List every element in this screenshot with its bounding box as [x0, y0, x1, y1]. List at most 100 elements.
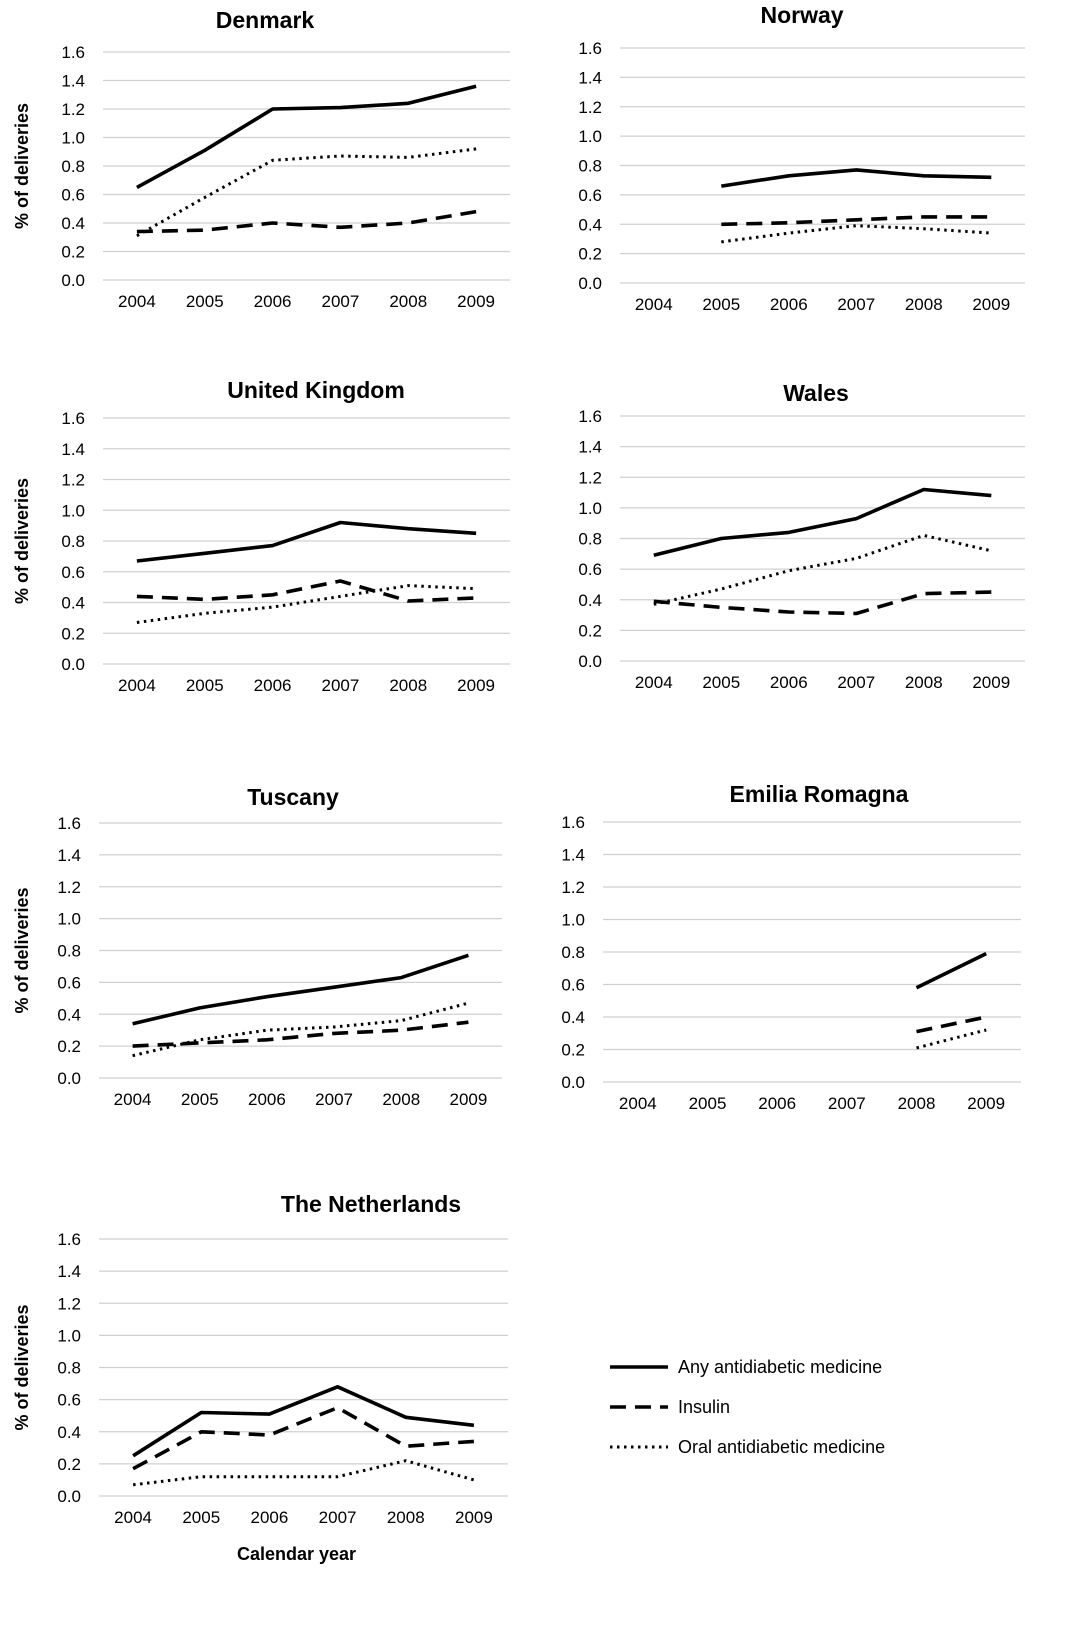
series-line-any — [915, 951, 987, 990]
series-line-oral — [721, 224, 992, 244]
y-tick-label: 0.4 — [61, 214, 85, 233]
series-line-insulin — [916, 1015, 987, 1034]
y-tick-label: 0.2 — [578, 245, 602, 264]
x-tick-label: 2007 — [315, 1090, 353, 1109]
x-tick-label: 2009 — [457, 292, 495, 311]
y-tick-label: 1.6 — [578, 407, 602, 426]
x-tick-label: 2007 — [322, 292, 360, 311]
y-tick-label: 0.8 — [561, 943, 585, 962]
y-tick-label: 1.4 — [57, 1262, 81, 1281]
x-tick-label: 2009 — [455, 1508, 493, 1527]
series-line-insulin — [136, 579, 477, 603]
y-tick-label: 0.4 — [561, 1008, 585, 1027]
y-tick-label: 0.8 — [57, 942, 81, 961]
x-tick-label: 2005 — [702, 295, 740, 314]
x-tick-label: 2006 — [251, 1508, 289, 1527]
x-tick-label: 2008 — [382, 1090, 420, 1109]
x-tick-label: 2007 — [837, 295, 875, 314]
series-line-any — [653, 487, 992, 558]
x-tick-label: 2009 — [972, 673, 1010, 692]
y-tick-label: 1.2 — [61, 100, 85, 119]
y-tick-label: 1.0 — [57, 910, 81, 929]
x-tick-label: 2005 — [186, 676, 224, 695]
chart-title: Tuscany — [247, 784, 339, 810]
chart-title: Norway — [760, 2, 843, 28]
y-tick-label: 1.6 — [561, 813, 585, 832]
series-line-any — [136, 520, 477, 563]
y-tick-label: 0.6 — [578, 186, 602, 205]
series-line-insulin — [721, 215, 992, 227]
series-line-insulin — [136, 209, 477, 234]
y-tick-label: 0.8 — [57, 1359, 81, 1378]
x-tick-label: 2009 — [972, 295, 1010, 314]
y-tick-label: 0.0 — [57, 1487, 81, 1506]
y-tick-label: 0.0 — [561, 1073, 585, 1092]
y-tick-label: 0.2 — [561, 1041, 585, 1060]
x-tick-label: 2005 — [689, 1094, 727, 1113]
series-line-any — [721, 168, 992, 188]
chart-title: Wales — [783, 380, 849, 406]
legend-label-insulin: Insulin — [678, 1397, 730, 1417]
y-tick-label: 0.6 — [61, 186, 85, 205]
y-tick-label: 1.6 — [578, 39, 602, 58]
y-tick-label: 0.2 — [578, 621, 602, 640]
y-tick-label: 0.4 — [57, 1423, 81, 1442]
y-tick-label: 0.6 — [578, 560, 602, 579]
series-line-insulin — [653, 590, 992, 616]
y-tick-label: 1.6 — [61, 43, 85, 62]
chart-title: United Kingdom — [227, 377, 405, 403]
y-tick-label: 1.0 — [61, 129, 85, 148]
chart-panel-7: 0.0 0.2 0.4 0.6 0.8 1.0 1.2 1.4 1.6 2004 2005 2006 2… — [12, 1191, 508, 1564]
y-tick-label: 1.0 — [578, 127, 602, 146]
legend: Any antidiabetic medicine Insulin Oral ant… — [610, 1357, 885, 1457]
x-tick-label: 2009 — [967, 1094, 1005, 1113]
x-tick-label: 2009 — [450, 1090, 488, 1109]
series-line-oral — [132, 1459, 475, 1487]
y-tick-label: 0.4 — [578, 215, 602, 234]
x-tick-label: 2006 — [770, 673, 808, 692]
y-tick-label: 0.2 — [61, 243, 85, 262]
y-axis-label: % of deliveries — [12, 1304, 32, 1430]
series-line-oral — [136, 147, 477, 238]
x-tick-label: 2006 — [254, 292, 292, 311]
y-tick-label: 0.6 — [561, 976, 585, 995]
y-tick-label: 0.4 — [57, 1005, 81, 1024]
y-tick-label: 1.6 — [57, 1230, 81, 1249]
chart-panel-3: 0.0 0.2 0.4 0.6 0.8 1.0 1.2 1.4 1.6 2004 2005 2006 2… — [12, 377, 510, 695]
legend-label-oral: Oral antidiabetic medicine — [678, 1437, 885, 1457]
y-tick-label: 0.0 — [61, 271, 85, 290]
chart-panel-2: 0.0 0.2 0.4 0.6 0.8 1.0 1.2 1.4 1.6 2004 2005 2006 2… — [578, 2, 1025, 314]
y-tick-label: 0.8 — [61, 532, 85, 551]
x-tick-label: 2008 — [389, 676, 427, 695]
x-tick-label: 2004 — [114, 1508, 152, 1527]
y-tick-label: 0.8 — [578, 530, 602, 549]
x-tick-label: 2006 — [770, 295, 808, 314]
y-tick-label: 0.6 — [57, 1391, 81, 1410]
y-tick-label: 0.0 — [61, 655, 85, 674]
x-tick-label: 2008 — [898, 1094, 936, 1113]
series-line-any — [136, 84, 477, 189]
x-tick-label: 2004 — [635, 295, 673, 314]
x-tick-label: 2007 — [322, 676, 360, 695]
y-tick-label: 0.6 — [57, 973, 81, 992]
x-tick-label: 2008 — [389, 292, 427, 311]
x-tick-label: 2008 — [905, 295, 943, 314]
y-tick-label: 1.4 — [578, 68, 602, 87]
legend-label-any: Any antidiabetic medicine — [678, 1357, 882, 1377]
y-tick-label: 1.2 — [578, 98, 602, 117]
y-tick-label: 1.4 — [57, 846, 81, 865]
x-axis-label: Calendar year — [237, 1544, 356, 1564]
x-tick-label: 2005 — [182, 1508, 220, 1527]
y-tick-label: 1.2 — [561, 878, 585, 897]
x-tick-label: 2008 — [905, 673, 943, 692]
chart-panel-1: 0.0 0.2 0.4 0.6 0.8 1.0 1.2 1.4 1.6 2004 2005 2006 2… — [12, 7, 510, 311]
y-tick-label: 1.4 — [561, 846, 585, 865]
y-tick-label: 1.2 — [57, 1294, 81, 1313]
y-tick-label: 0.2 — [57, 1037, 81, 1056]
y-tick-label: 1.0 — [61, 501, 85, 520]
y-tick-label: 0.4 — [61, 594, 85, 613]
y-axis-label: % of deliveries — [12, 478, 32, 604]
x-tick-label: 2004 — [118, 676, 156, 695]
chart-panel-4: 0.0 0.2 0.4 0.6 0.8 1.0 1.2 1.4 1.6 2004 2005 2006 2… — [578, 380, 1025, 692]
y-tick-label: 0.0 — [57, 1069, 81, 1088]
